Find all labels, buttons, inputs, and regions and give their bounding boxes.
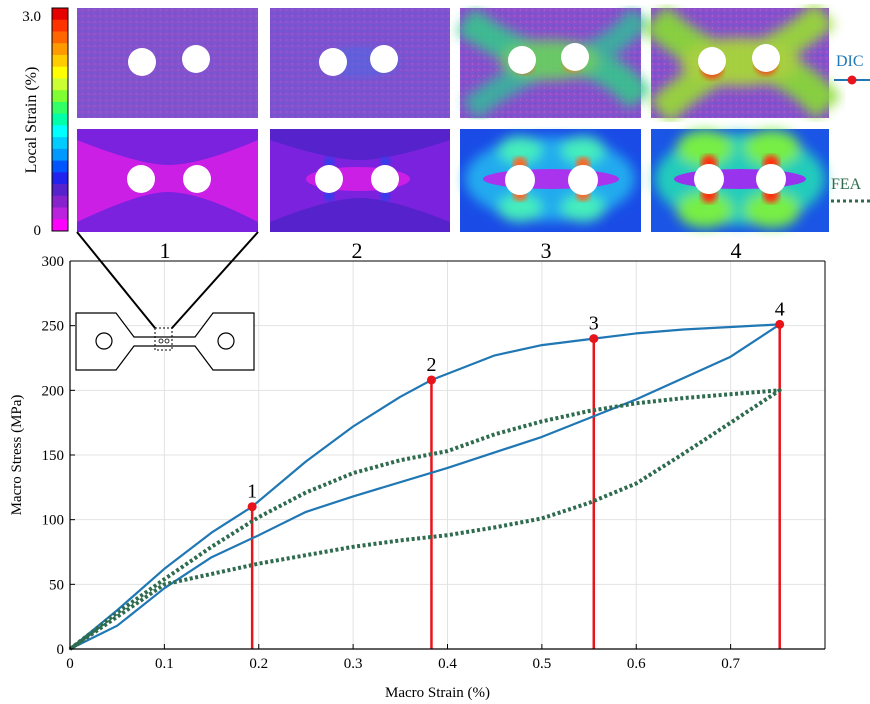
fea-panel-1 [77,129,258,232]
panel-label-2: 2 [352,238,363,263]
colorbar-segment [52,184,68,197]
legend-fea-label: FEA [831,176,862,193]
y-tick-label: 300 [42,254,65,270]
connector-line-left [76,231,156,329]
fea-panel-2 [270,129,450,232]
colorbar-max-label: 3.0 [22,9,41,25]
marker-label-1: 1 [247,481,257,503]
marker-label-3: 3 [589,313,599,335]
colorbar-label: Local Strain (%) [23,67,40,174]
marker-point-3 [589,334,599,344]
dic-panel-3 [456,7,652,120]
panel-label-3: 3 [541,238,552,263]
colorbar-segment [52,78,68,91]
dic-panel-2 [270,8,450,118]
series-dic-line [68,323,781,651]
colorbar-segment [52,113,68,126]
dic-panel-1 [77,8,258,118]
specimen-schematic [75,312,255,371]
legend-dic-label: DIC [836,53,864,70]
y-tick-label: 200 [42,383,65,399]
marker-point-2 [426,375,436,385]
x-tick-label: 0.4 [438,656,457,672]
colorbar-segment [52,66,68,79]
x-tick-label: 0.3 [344,656,363,672]
y-tick-label: 50 [49,577,64,593]
marker-label-2: 2 [426,354,436,376]
colorbar [51,7,69,232]
colorbar-segment [52,172,68,185]
series-fea-line [68,388,782,651]
colorbar-min-label: 0 [34,223,42,239]
colorbar-segment [52,90,68,103]
x-tick-label: 0.1 [155,656,174,672]
colorbar-frame [51,7,69,232]
colorbar-segment [52,207,68,220]
x-tick-label: 0.2 [249,656,268,672]
colorbar-segment [52,31,68,44]
legend-dic-marker [847,75,857,85]
colorbar-segment [52,137,68,150]
colorbar-segment [52,101,68,115]
colorbar-segment [52,160,68,173]
colorbar-segment [52,43,68,56]
colorbar-segment [52,54,68,68]
plot-area: 1 2 3 4 0 0.1 0.2 0.3 0.4 0.5 0.6 0.7 0 50 100 150 200 25… [9,254,826,701]
y-tick-label: 0 [57,642,65,658]
panel-label-1: 1 [160,238,171,263]
marker-label-4: 4 [775,298,785,320]
colorbar-segment [52,8,68,21]
x-tick-label: 0.6 [627,656,646,672]
y-tick-label: 100 [42,513,65,529]
dic-panel-4 [643,2,842,124]
colorbar-segment [52,195,68,209]
y-tick-label: 250 [42,319,65,335]
legend: DIC FEA [831,53,870,203]
connector-line-right [171,231,259,329]
x-tick-label: 0.5 [533,656,552,672]
colorbar-segment [52,148,68,162]
x-tick-label: 0 [66,656,74,672]
colorbar-segment [52,19,68,32]
x-tick-label: 0.7 [721,656,740,672]
fea-panel-4 [651,129,829,232]
colorbar-segment [52,125,68,138]
y-tick-label: 150 [42,448,65,464]
x-axis-label: Macro Strain (%) [385,685,490,701]
colorbar-segment [52,219,68,232]
marker-point-4 [775,319,785,329]
y-axis-label: Macro Stress (MPa) [9,395,25,516]
fea-panel-3 [460,129,641,232]
panel-label-4: 4 [731,238,742,263]
marker-point-1 [247,502,257,512]
